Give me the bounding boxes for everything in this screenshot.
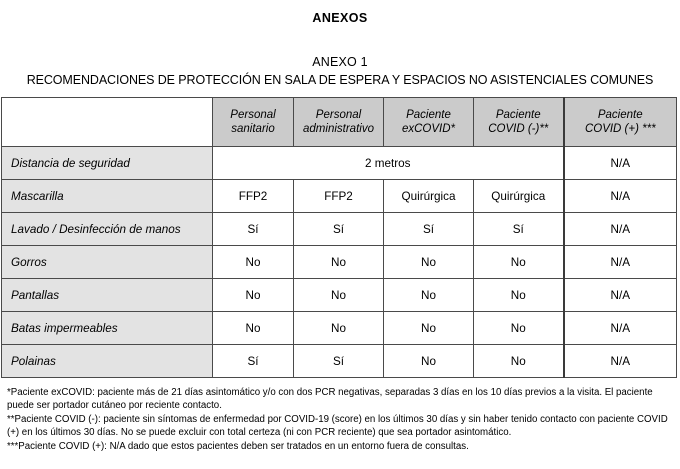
column-header-line2: COVID (+) *** [584,123,656,135]
cell-mascarilla-paciente-covid-positivo: N/A [562,179,677,213]
cell-lavado-paciente-excovid: Sí [383,212,474,246]
page-title: ANEXOS [312,11,368,25]
cell-batas-personal-administrativo: No [293,311,384,345]
row-label-lavado-desinfeccion-de-manos: Lavado / Desinfección de manos [1,212,213,246]
column-header-paciente-excovid: Paciente exCOVID* [383,97,474,147]
cell-polainas-paciente-covid-negativo: No [473,344,564,378]
column-header-personal-administrativo: Personal administrativo [293,97,384,147]
footnote-covid-negativo: **Paciente COVID (-): paciente sin sínto… [7,413,668,439]
table-body: Distancia de seguridad 2 metros N/A Masc… [1,146,677,378]
cell-gorros-paciente-covid-positivo: N/A [562,245,677,279]
table-row: Polainas Sí Sí No No N/A [1,344,677,378]
table-row: Pantallas No No No No N/A [1,278,677,312]
cell-batas-personal-sanitario: No [212,311,294,345]
row-label-batas-impermeables: Batas impermeables [1,311,213,345]
cell-gorros-personal-sanitario: No [212,245,294,279]
column-header-line2: COVID (-)** [488,123,549,135]
cell-mascarilla-personal-administrativo: FFP2 [293,179,384,213]
cell-polainas-personal-sanitario: Sí [212,344,294,378]
cell-batas-paciente-excovid: No [383,311,474,345]
table-row: Distancia de seguridad 2 metros N/A [1,146,677,180]
column-header-personal-sanitario: Personal sanitario [212,97,294,147]
recommendations-table: Personal sanitario Personal administrati… [1,97,677,378]
cell-batas-paciente-covid-negativo: No [473,311,564,345]
recommendations-table-container: Personal sanitario Personal administrati… [0,97,680,378]
footnotes: *Paciente exCOVID: paciente más de 21 dí… [0,386,680,453]
table-corner-cell [1,97,213,147]
cell-polainas-paciente-excovid: No [383,344,474,378]
column-header-line2: exCOVID* [401,123,456,135]
table-header: Personal sanitario Personal administrati… [1,97,677,147]
cell-gorros-personal-administrativo: No [293,245,384,279]
cell-mascarilla-personal-sanitario: FFP2 [212,179,294,213]
cell-lavado-paciente-covid-positivo: N/A [562,212,677,246]
column-header-line1: Personal [315,108,362,121]
cell-pantallas-personal-sanitario: No [212,278,294,312]
cell-mascarilla-paciente-excovid: Quirúrgica [383,179,474,213]
cell-mascarilla-paciente-covid-negativo: Quirúrgica [473,179,564,213]
row-label-polainas: Polainas [1,344,213,378]
table-row: Batas impermeables No No No No N/A [1,311,677,345]
cell-lavado-paciente-covid-negativo: Sí [473,212,564,246]
row-label-mascarilla: Mascarilla [1,179,213,213]
cell-gorros-paciente-covid-negativo: No [473,245,564,279]
table-row: Lavado / Desinfección de manos Sí Sí Sí … [1,212,677,246]
annex-label: ANEXO 1 [312,55,368,69]
cell-polainas-paciente-covid-positivo: N/A [562,344,677,378]
column-header-line2: administrativo [303,123,374,135]
row-label-pantallas: Pantallas [1,278,213,312]
cell-distancia-merged: 2 metros [212,146,564,180]
column-header-line2: sanitario [231,123,275,135]
column-header-line1: Personal [230,108,276,121]
row-label-distancia-de-seguridad: Distancia de seguridad [1,146,213,180]
cell-distancia-covid-positivo: N/A [562,146,677,180]
column-header-line1: Paciente [495,108,541,121]
cell-pantallas-paciente-excovid: No [383,278,474,312]
cell-lavado-personal-sanitario: Sí [212,212,294,246]
cell-lavado-personal-administrativo: Sí [293,212,384,246]
cell-pantallas-personal-administrativo: No [293,278,384,312]
cell-pantallas-paciente-covid-negativo: No [473,278,564,312]
column-header-line1: Paciente [597,108,643,121]
footnote-excovid: *Paciente exCOVID: paciente más de 21 dí… [7,387,653,412]
annex-subtitle: RECOMENDACIONES DE PROTECCIÓN EN SALA DE… [26,73,654,87]
column-header-paciente-covid-negativo: Paciente COVID (-)** [473,97,564,147]
cell-pantallas-paciente-covid-positivo: N/A [562,278,677,312]
footnote-covid-positivo: ***Paciente COVID (+): N/A dado que esto… [7,440,469,452]
table-header-row: Personal sanitario Personal administrati… [1,97,677,147]
cell-polainas-personal-administrativo: Sí [293,344,384,378]
row-label-gorros: Gorros [1,245,213,279]
cell-gorros-paciente-excovid: No [383,245,474,279]
table-row: Gorros No No No No N/A [1,245,677,279]
column-header-paciente-covid-positivo: Paciente COVID (+) *** [562,97,677,147]
table-row: Mascarilla FFP2 FFP2 Quirúrgica Quirúrgi… [1,179,677,213]
document-page: ANEXOS ANEXO 1 RECOMENDACIONES DE PROTEC… [0,11,680,469]
column-header-line1: Paciente [406,108,451,121]
cell-batas-paciente-covid-positivo: N/A [562,311,677,345]
